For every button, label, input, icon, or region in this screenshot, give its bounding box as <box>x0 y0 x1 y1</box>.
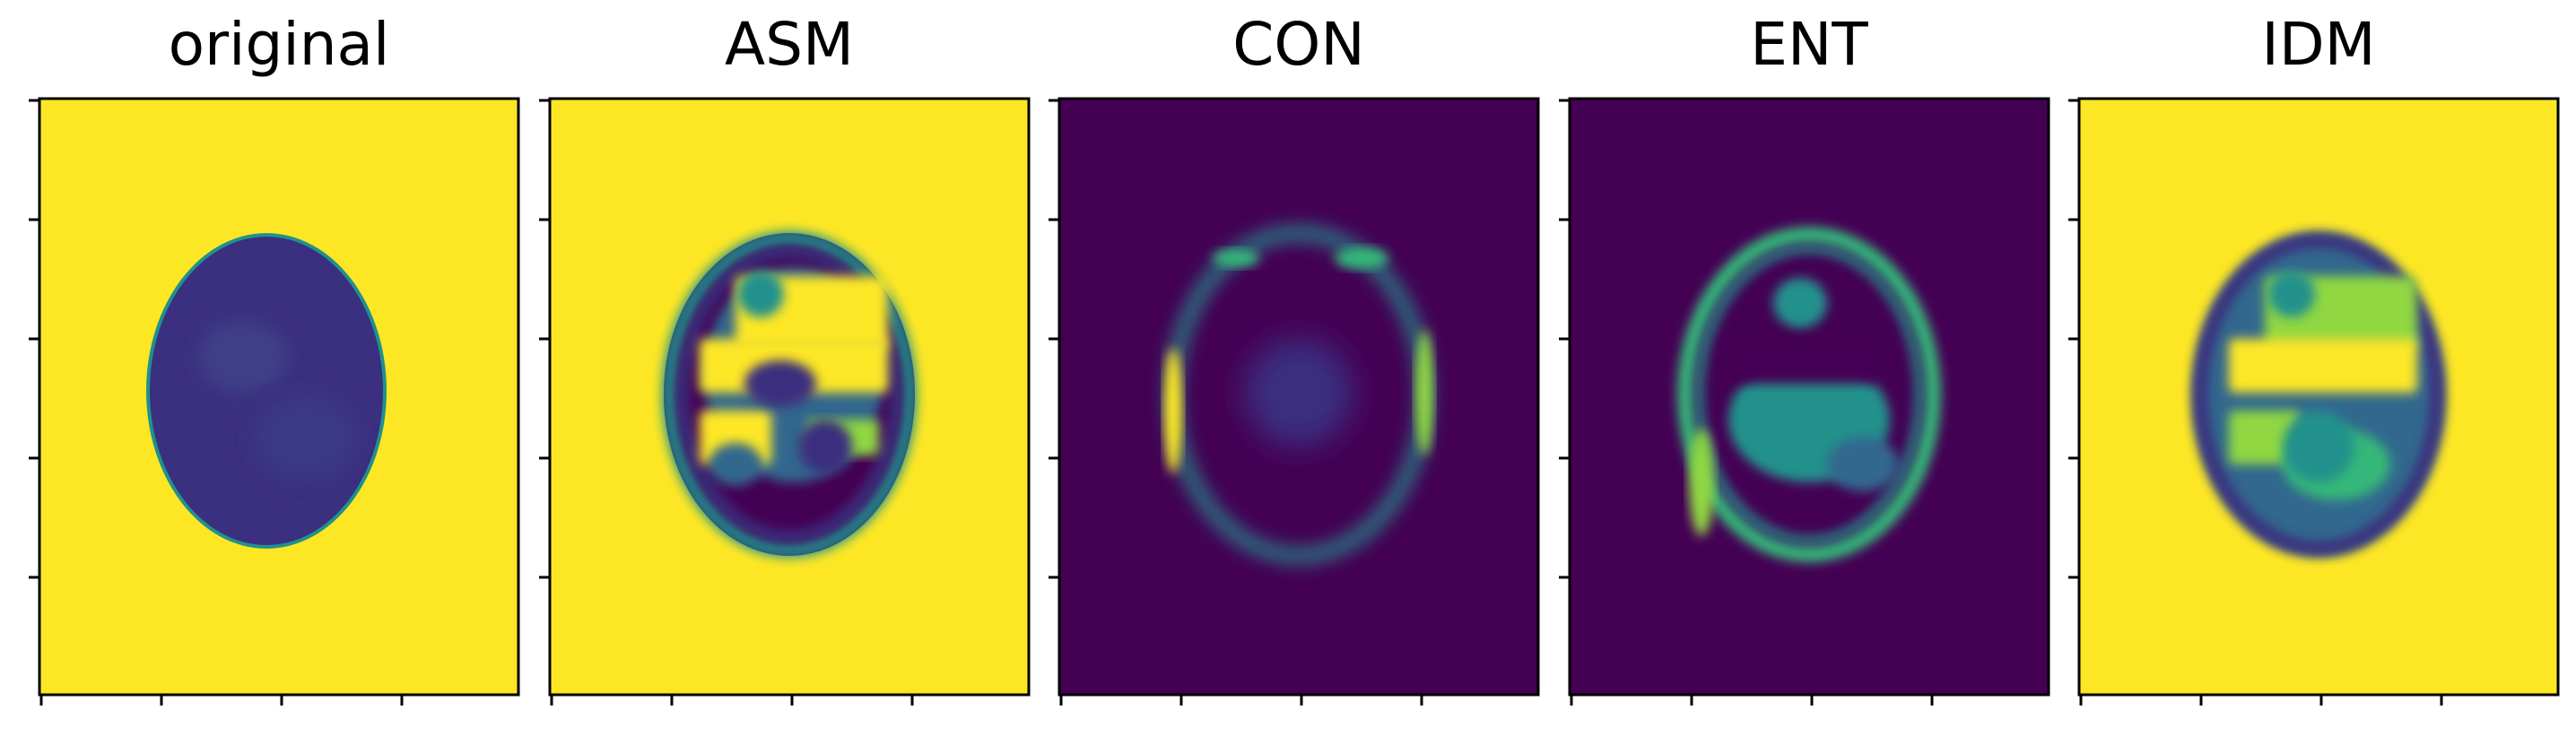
skull-ring <box>2193 233 2444 556</box>
edge-highlight <box>1164 348 1182 473</box>
dark-spot <box>2283 411 2354 482</box>
bright-patch <box>2229 339 2417 393</box>
dark-spot <box>744 360 816 407</box>
axes-frame <box>38 97 520 697</box>
edge-highlight <box>1213 249 1259 267</box>
axes-frame <box>1568 97 2050 697</box>
panel-ent: ENT <box>1559 10 2050 706</box>
bright-patch <box>2229 411 2301 464</box>
panel-title-ent: ENT <box>1750 10 1868 79</box>
axes-frame <box>548 97 1031 697</box>
panel-title-con: CON <box>1232 10 1364 79</box>
panel-con: CON <box>1049 10 1540 706</box>
texture-patch <box>198 321 288 393</box>
edge-highlight <box>1689 429 1714 536</box>
edge-highlight <box>1335 247 1388 269</box>
skull-ring <box>1677 227 1941 562</box>
skull-ring <box>662 231 917 558</box>
interior-texture <box>1245 339 1353 446</box>
bright-spot <box>1773 278 1827 328</box>
dark-spot <box>709 443 762 486</box>
image-content <box>2193 233 2444 556</box>
panel-idm: IDM <box>2068 10 2560 706</box>
bright-spot <box>1827 437 1899 491</box>
panel-title-idm: IDM <box>2261 10 2375 79</box>
panel-title-original: original <box>169 10 390 79</box>
image-content <box>662 231 917 558</box>
image-content <box>1164 227 1433 562</box>
dark-spot <box>737 271 784 317</box>
image-content <box>146 233 387 549</box>
dark-spot <box>2268 271 2315 317</box>
texture-patch <box>252 393 360 482</box>
axes-frame <box>1057 97 1540 697</box>
image-content <box>1677 227 1941 562</box>
dark-spot <box>798 420 852 473</box>
dark-band <box>1719 339 1881 384</box>
axes-frame <box>2077 97 2560 697</box>
inner-ring <box>678 247 901 541</box>
panel-asm: ASM <box>539 10 1031 706</box>
inner-ring <box>1696 246 1922 543</box>
panel-title-asm: ASM <box>725 10 854 79</box>
head-region <box>150 237 383 545</box>
panel-original: original <box>29 10 520 706</box>
edge-highlight <box>1415 330 1433 455</box>
